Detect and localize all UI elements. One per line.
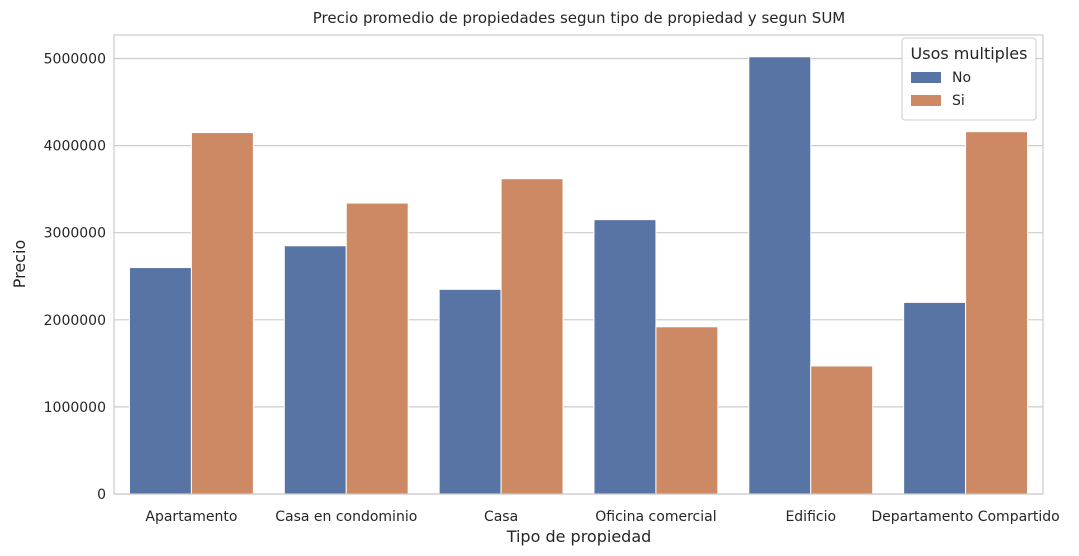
y-tick-label: 0 — [97, 487, 106, 503]
y-axis-label: Precio — [10, 240, 29, 288]
y-tick-label: 3000000 — [44, 226, 106, 242]
bar-no — [128, 267, 192, 495]
legend-swatch-no — [911, 72, 941, 83]
y-tick-label: 1000000 — [44, 400, 106, 416]
legend-title: Usos multiples — [911, 44, 1028, 63]
y-axis-ticks: 0 1000000 2000000 3000000 4000000 5000000 — [44, 52, 106, 503]
bar-no — [593, 219, 657, 495]
bar-no — [438, 288, 502, 495]
x-tick-label: Departamento Compartido — [871, 509, 1059, 525]
legend-swatch-si — [911, 95, 941, 106]
bar-si — [655, 326, 719, 495]
legend-label-si: Si — [952, 93, 965, 109]
legend: Usos multiples No Si — [901, 37, 1037, 121]
x-tick-label: Casa — [484, 509, 518, 525]
bar-si — [965, 131, 1029, 495]
plot-frame — [113, 34, 1044, 495]
x-axis-label: Tipo de propiedad — [506, 527, 652, 546]
x-tick-label: Apartamento — [145, 509, 237, 525]
bar-si — [190, 132, 254, 495]
y-tick-label: 5000000 — [44, 52, 106, 68]
chart-title: Precio promedio de propiedades segun tip… — [313, 9, 846, 27]
bar-si — [810, 365, 874, 495]
bar-si — [500, 178, 564, 495]
bar-no — [903, 301, 967, 495]
bar-no — [748, 56, 812, 495]
y-tick-label: 2000000 — [44, 313, 106, 329]
bar-no — [283, 245, 347, 495]
x-tick-label: Casa en condominio — [275, 509, 417, 525]
legend-label-no: No — [952, 70, 971, 86]
x-tick-label: Edificio — [785, 509, 836, 525]
bars — [128, 56, 1029, 495]
bar-si — [345, 202, 409, 495]
x-tick-label: Oficina comercial — [595, 509, 716, 525]
x-axis-ticks: Apartamento Casa en condominio Casa Oficina… — [145, 509, 1059, 525]
y-tick-label: 4000000 — [44, 139, 106, 155]
